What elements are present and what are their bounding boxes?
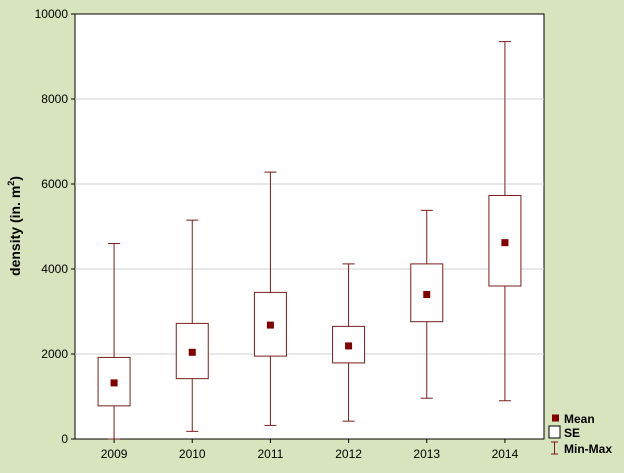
plot-area	[74, 13, 545, 440]
gridlines	[75, 98, 544, 355]
legend-se-swatch	[548, 425, 561, 439]
y-tick-label: 0	[61, 432, 68, 446]
mean-marker	[188, 348, 196, 356]
x-axis: 2009 2010 2011 2012 2013 2014	[101, 439, 519, 461]
y-axis-label-text: density (in. m	[7, 186, 23, 276]
y-axis-label-close: )	[7, 176, 23, 181]
x-tick-label: 2013	[413, 447, 440, 461]
x-tick-label: 2010	[179, 447, 206, 461]
y-tick-label: 4000	[41, 262, 68, 276]
x-tick-label: 2012	[335, 447, 362, 461]
y-axis-label-superscript: 2	[6, 181, 16, 186]
legend-label-mean: Mean	[564, 412, 595, 426]
legend-label-minmax: Min-Max	[564, 442, 612, 456]
x-tick-label: 2009	[101, 447, 128, 461]
box-group-2009	[97, 243, 131, 440]
y-tick-label: 10000	[35, 7, 69, 21]
mean-marker	[266, 321, 274, 329]
mean-marker	[501, 239, 509, 247]
box-group-2011	[253, 171, 287, 426]
y-tick-label: 8000	[41, 92, 68, 106]
y-tick-label: 2000	[41, 347, 68, 361]
box-series	[97, 41, 522, 440]
y-tick-label: 6000	[41, 177, 68, 191]
mean-marker	[110, 379, 118, 387]
legend-label-se: SE	[564, 426, 580, 440]
x-tick-label: 2014	[492, 447, 519, 461]
mean-marker	[423, 291, 431, 298]
box-group-2013	[410, 209, 444, 399]
y-axis-label: density (in. m2)	[6, 176, 23, 276]
legend-mean-swatch	[552, 414, 559, 422]
x-tick-label: 2011	[258, 447, 284, 461]
y-axis: 0 2000 4000 6000 8000 10000	[35, 7, 75, 446]
box-group-2014	[488, 41, 522, 402]
mean-marker	[345, 342, 353, 350]
box-group-2012	[332, 263, 366, 422]
box-group-2010	[175, 219, 209, 432]
